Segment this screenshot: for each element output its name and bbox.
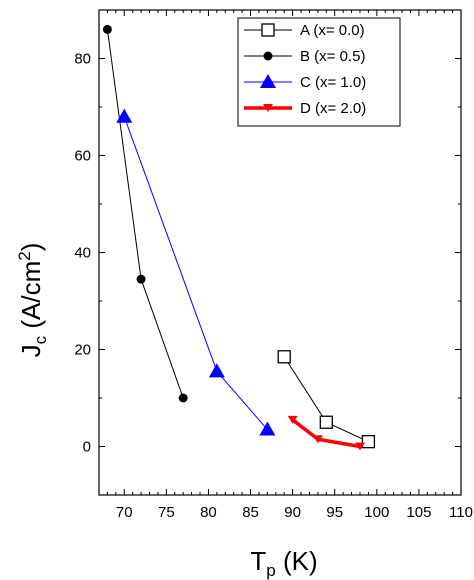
x-axis-title: Tp (K): [250, 546, 317, 580]
x-tick-label: 95: [326, 504, 343, 521]
x-tick-label: 70: [116, 504, 133, 521]
data-point: [312, 435, 323, 444]
data-point: [361, 434, 376, 449]
axis-ticks: 70 75 80 85 90 95 100 105 110 0 20 40 60 80: [74, 9, 473, 521]
x-tick-label: 75: [158, 504, 175, 521]
data-point: [208, 363, 225, 378]
series-line: [106, 29, 184, 399]
legend-label: A (x= 0.0): [300, 22, 365, 39]
data-point: [178, 393, 188, 403]
y-axis-title: Jc (A/cm2): [15, 243, 50, 358]
series-0: [277, 350, 376, 449]
series-line: [123, 116, 268, 430]
series-layer: [102, 24, 376, 451]
x-axis-title-main: T: [250, 546, 266, 576]
y-axis-title-sub: c: [31, 335, 50, 344]
legend-marker: [261, 23, 275, 37]
legend-entry: D (x= 2.0): [244, 100, 366, 117]
y-tick-label: 40: [74, 245, 91, 262]
legend-entry: A (x= 0.0): [244, 22, 365, 39]
series-1: [102, 24, 188, 403]
data-point: [354, 442, 365, 451]
legend-entry: B (x= 0.5): [244, 48, 365, 65]
y-tick-label: 20: [74, 342, 91, 359]
data-point: [102, 24, 112, 34]
legend-label: B (x= 0.5): [300, 48, 365, 65]
data-point: [319, 415, 333, 429]
series-3: [287, 415, 365, 451]
data-point: [287, 415, 298, 424]
data-point: [259, 421, 276, 436]
data-point: [116, 108, 133, 123]
legend-label: D (x= 2.0): [300, 100, 366, 117]
y-tick-label: 0: [83, 439, 91, 456]
legend-label: C (x= 1.0): [300, 74, 366, 91]
x-tick-label: 80: [200, 504, 217, 521]
y-axis-title-close: ): [16, 243, 46, 252]
legend-marker: [260, 74, 276, 88]
legend: A (x= 0.0) B (x= 0.5) C (x= 1.0) D (x= 2.0): [237, 17, 401, 127]
y-axis-title-unit: (A/cm: [16, 261, 46, 336]
x-axis-title-sub: p: [266, 561, 275, 580]
x-tick-label: 110: [449, 504, 473, 521]
y-axis-title-sup: 2: [15, 251, 34, 260]
x-tick-label: 85: [242, 504, 259, 521]
data-point: [277, 350, 291, 364]
x-axis-title-unit: (K): [276, 546, 318, 576]
legend-marker: [263, 51, 273, 61]
y-tick-label: 80: [74, 51, 91, 68]
series-line: [283, 356, 369, 443]
legend-marker: [263, 104, 273, 112]
series-2: [116, 108, 276, 436]
x-tick-label: 90: [284, 504, 301, 521]
data-point: [136, 274, 146, 284]
y-axis-title-main: J: [16, 344, 46, 357]
y-tick-label: 60: [74, 148, 91, 165]
x-tick-label: 100: [364, 504, 389, 521]
legend-entry: C (x= 1.0): [244, 74, 366, 91]
x-tick-label: 105: [406, 504, 431, 521]
